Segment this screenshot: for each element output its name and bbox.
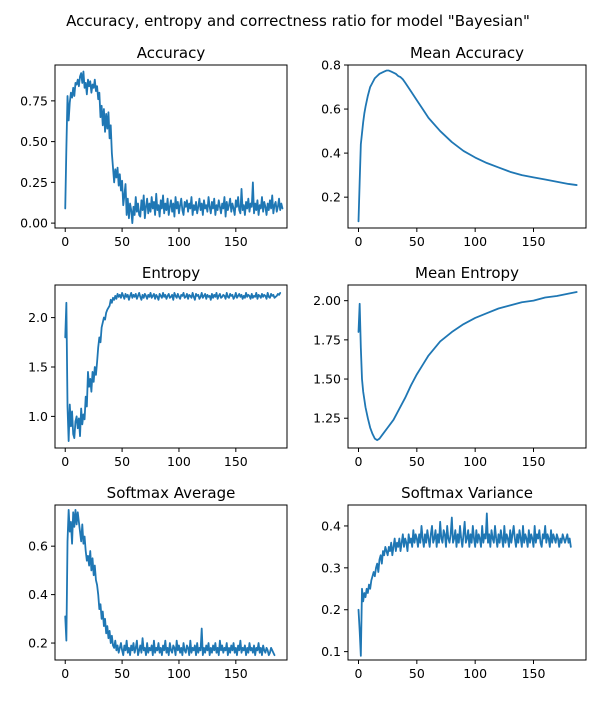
axes-frame [54,504,288,661]
x-tick-label: 0 [355,666,363,681]
x-tick-label: 0 [355,454,363,469]
x-tick-label: 150 [522,454,546,469]
subplot-title: Mean Entropy [415,264,519,282]
x-tick-label: 100 [167,666,191,681]
x-tick-label: 150 [522,666,546,681]
x-tick-label: 150 [224,666,248,681]
subplot-2: Mean Accuracy 0 50 100 150 0.2 0.4 0.6 0.8 [321,44,587,249]
axes-frame [347,504,587,661]
x-tick-label: 100 [463,666,487,681]
y-tick-label: 1.75 [313,332,341,347]
y-tick-label: 0.6 [28,539,48,554]
y-tick-label: 0.4 [28,587,48,602]
subplot-5: Softmax Average 0 50 100 150 0.2 0.4 0.6 [28,484,288,681]
y-tick-label: 0.2 [321,190,341,205]
figure-suptitle: Accuracy, entropy and correctness ratio … [66,12,530,30]
x-tick-label: 150 [224,454,248,469]
subplot-4: Mean Entropy 0 50 100 150 1.25 1.50 1.75 2.00 [313,264,587,469]
x-tick-label: 0 [61,454,69,469]
x-tick-label: 150 [522,234,546,249]
y-tick-label: 2.0 [28,310,48,325]
y-tick-label: 1.25 [313,411,341,426]
subplot-6: Softmax Variance 0 50 100 150 0.1 0.2 0.3 0.4 [321,484,587,681]
y-tick-label: 0.3 [321,560,341,575]
subplot-title: Softmax Average [107,484,236,502]
x-tick-label: 100 [167,234,191,249]
y-tick-label: 0.1 [321,644,341,659]
series-line [357,69,578,223]
subplot-title: Entropy [142,264,200,282]
x-tick-label: 50 [114,454,130,469]
y-tick-label: 0.8 [321,58,341,73]
axes-frame [54,64,288,229]
y-tick-label: 0.25 [20,175,48,190]
x-tick-label: 50 [409,234,425,249]
y-tick-label: 0.50 [20,134,48,149]
axes-frame [347,64,587,229]
y-tick-label: 0.4 [321,146,341,161]
subplot-title: Accuracy [137,44,206,62]
x-tick-label: 100 [167,454,191,469]
subplot-3: Entropy 0 50 100 150 1.0 1.5 2.0 [28,264,288,469]
axes-frame [54,284,288,449]
y-tick-label: 1.0 [28,409,48,424]
x-tick-label: 0 [61,234,69,249]
x-tick-label: 100 [463,234,487,249]
subplot-title: Softmax Variance [401,484,533,502]
series-line [357,291,578,442]
series-line [64,508,276,657]
y-tick-label: 0.6 [321,102,341,117]
subplot-1: Accuracy 0 50 100 150 0.00 0.25 0.50 0.75 [20,44,288,249]
x-tick-label: 50 [114,234,130,249]
series-line [357,512,572,657]
x-tick-label: 50 [409,454,425,469]
subplot-title: Mean Accuracy [410,44,524,62]
y-tick-label: 2.00 [313,293,341,308]
y-tick-label: 1.5 [28,359,48,374]
x-tick-label: 50 [409,666,425,681]
x-tick-label: 0 [61,666,69,681]
series-line [64,292,282,442]
y-tick-label: 0.75 [20,93,48,108]
y-tick-label: 0.2 [28,636,48,651]
y-tick-label: 0.2 [321,602,341,617]
x-tick-label: 150 [224,234,248,249]
y-tick-label: 1.50 [313,372,341,387]
x-tick-label: 50 [114,666,130,681]
axes-frame [347,284,587,449]
x-tick-label: 0 [355,234,363,249]
x-tick-label: 100 [463,454,487,469]
y-tick-label: 0.4 [321,518,341,533]
series-line [64,70,284,225]
y-tick-label: 0.00 [20,216,48,231]
